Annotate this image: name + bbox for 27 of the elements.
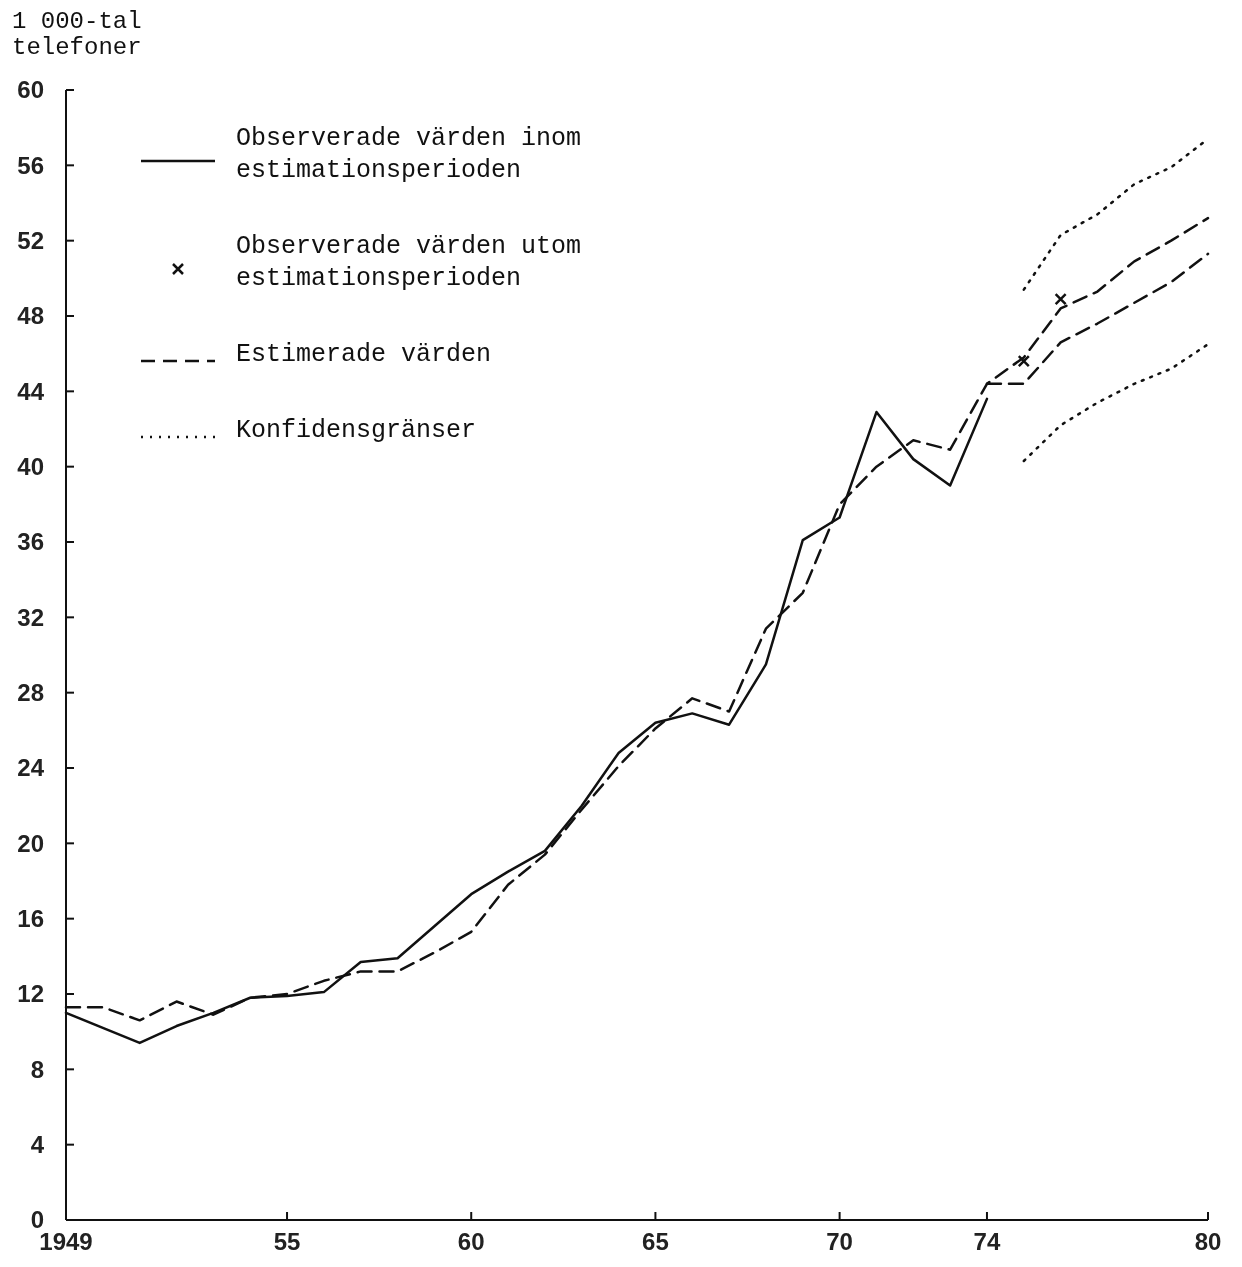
y-tick-label: 16 bbox=[17, 905, 44, 933]
y-tick-label: 12 bbox=[17, 980, 44, 1008]
y-tick-label: 44 bbox=[17, 377, 45, 405]
line-series bbox=[1022, 343, 1210, 463]
y-tick-label: 56 bbox=[17, 151, 44, 179]
y-tick-label: 8 bbox=[30, 1055, 44, 1083]
x-tick-label: 65 bbox=[642, 1228, 669, 1255]
y-tick-label: 28 bbox=[17, 679, 44, 707]
y-tick-label: 20 bbox=[17, 829, 44, 857]
y-tick-label: 24 bbox=[17, 754, 45, 782]
y-axis-title: 1 000-tal telefoner bbox=[12, 8, 142, 61]
y-tick-label: 36 bbox=[17, 528, 44, 556]
x-tick-label: 55 bbox=[273, 1228, 301, 1255]
x-tick-label: 70 bbox=[826, 1228, 853, 1255]
y-tick-label: 52 bbox=[17, 227, 44, 255]
legend-label: Konfidensgränser bbox=[236, 416, 477, 445]
legend-label: Observerade värden utom estimationsperioden bbox=[236, 232, 582, 293]
x-tick-label: 74 bbox=[973, 1228, 1001, 1255]
legend-label: Estimerade värden bbox=[236, 340, 492, 369]
y-tick-label: 48 bbox=[17, 302, 44, 330]
x-tick-label: 80 bbox=[1194, 1228, 1222, 1255]
legend-label: Observerade värden inom estimationsperioden bbox=[236, 124, 582, 185]
y-tick-label: 32 bbox=[17, 603, 44, 631]
x-tick-label: 60 bbox=[457, 1228, 485, 1255]
y-tick-label: 60 bbox=[17, 76, 44, 104]
y-tick-label: 40 bbox=[17, 453, 44, 481]
y-tick-label: 4 bbox=[30, 1131, 45, 1159]
